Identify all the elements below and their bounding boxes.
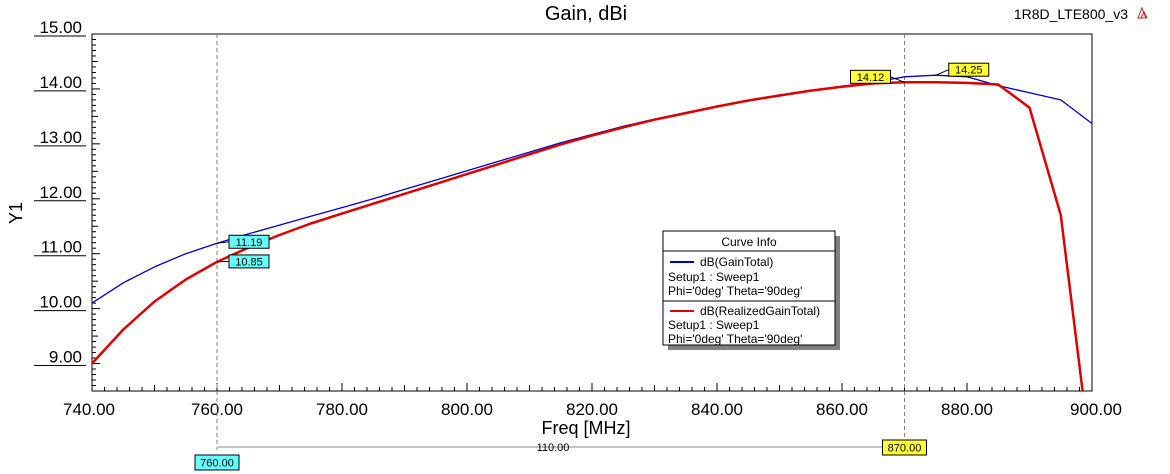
legend-params-gain-total: Phi='0deg' Theta='90deg'	[668, 284, 802, 298]
delta-label: 110.00	[537, 442, 570, 454]
legend-setup-gain-total: Setup1 : Sweep1	[668, 270, 760, 284]
x-tick-label: 840.00	[691, 400, 743, 419]
legend-params-realized-gain: Phi='0deg' Theta='90deg'	[668, 332, 802, 346]
x-tick-label: 780.00	[316, 400, 368, 419]
marker-label-box	[228, 254, 270, 269]
plot-area	[91, 33, 1093, 392]
marker-value: 14.12	[857, 72, 885, 84]
marker-value: 10.85	[235, 256, 263, 268]
y-tick-label: 13.00	[39, 128, 82, 147]
marker-label-box	[850, 69, 891, 84]
y-tick-label: 10.00	[39, 293, 82, 312]
x-tick-label: 820.00	[566, 400, 618, 419]
marker-value: 14.25	[955, 65, 983, 77]
markers: 11.19 10.85 14.12 14.25	[216, 62, 990, 269]
series-lines	[91, 74, 1093, 392]
x-marker-value: 760.00	[200, 458, 234, 470]
marker-leader	[216, 260, 230, 263]
series-line-0	[91, 74, 1093, 304]
x-tick-label: 740.00	[63, 400, 115, 419]
marker-leader	[890, 76, 905, 83]
y-tick-label: 15.00	[39, 18, 82, 37]
marker-lines	[216, 34, 905, 450]
x-tick-label: 760.00	[191, 400, 243, 419]
x-marker-box	[194, 454, 240, 471]
marker-label-box	[948, 62, 990, 77]
marker-leader	[216, 241, 230, 244]
x-tick-label: 800.00	[441, 400, 493, 419]
y-tick-label: 14.00	[39, 73, 82, 92]
y-axis-label: Y1	[6, 202, 26, 224]
marker-label-box	[228, 234, 270, 249]
design-logo-icon	[1137, 6, 1148, 19]
y-axis: 9.00 10.00 11.00 12.00 13.00 14.00 15.00	[34, 18, 100, 392]
legend-box	[662, 230, 836, 346]
x-axis-label: Freq [MHz]	[541, 418, 630, 438]
x-tick-label: 900.00	[1070, 400, 1122, 419]
delta-bar: 110.00	[218, 442, 905, 454]
design-name: 1R8D_LTE800_v3	[1014, 6, 1128, 22]
curve-info-legend: Curve Info dB(GainTotal) Setup1 : Sweep1…	[662, 230, 840, 350]
x-marker-box	[882, 439, 927, 456]
legend-entry-gain-total: dB(GainTotal)	[700, 255, 773, 269]
marker-value: 11.19	[236, 237, 263, 249]
x-marker-labels: 760.00 870.00	[194, 439, 927, 471]
y-tick-label: 9.00	[49, 348, 82, 367]
x-tick-label: 880.00	[941, 400, 993, 419]
marker-leader	[935, 69, 949, 76]
y-tick-label: 12.00	[39, 183, 82, 202]
x-tick-label: 860.00	[816, 400, 868, 419]
legend-entry-realized-gain: dB(RealizedGainTotal)	[700, 304, 820, 318]
y-tick-label: 11.00	[41, 238, 82, 257]
x-marker-value: 870.00	[888, 443, 922, 455]
legend-title: Curve Info	[721, 235, 777, 249]
chart-title: Gain, dBi	[545, 3, 627, 25]
legend-setup-realized-gain: Setup1 : Sweep1	[668, 318, 760, 332]
x-axis: 740.00 760.00 780.00 800.00 820.00 840.00 860.…	[63, 383, 1122, 419]
